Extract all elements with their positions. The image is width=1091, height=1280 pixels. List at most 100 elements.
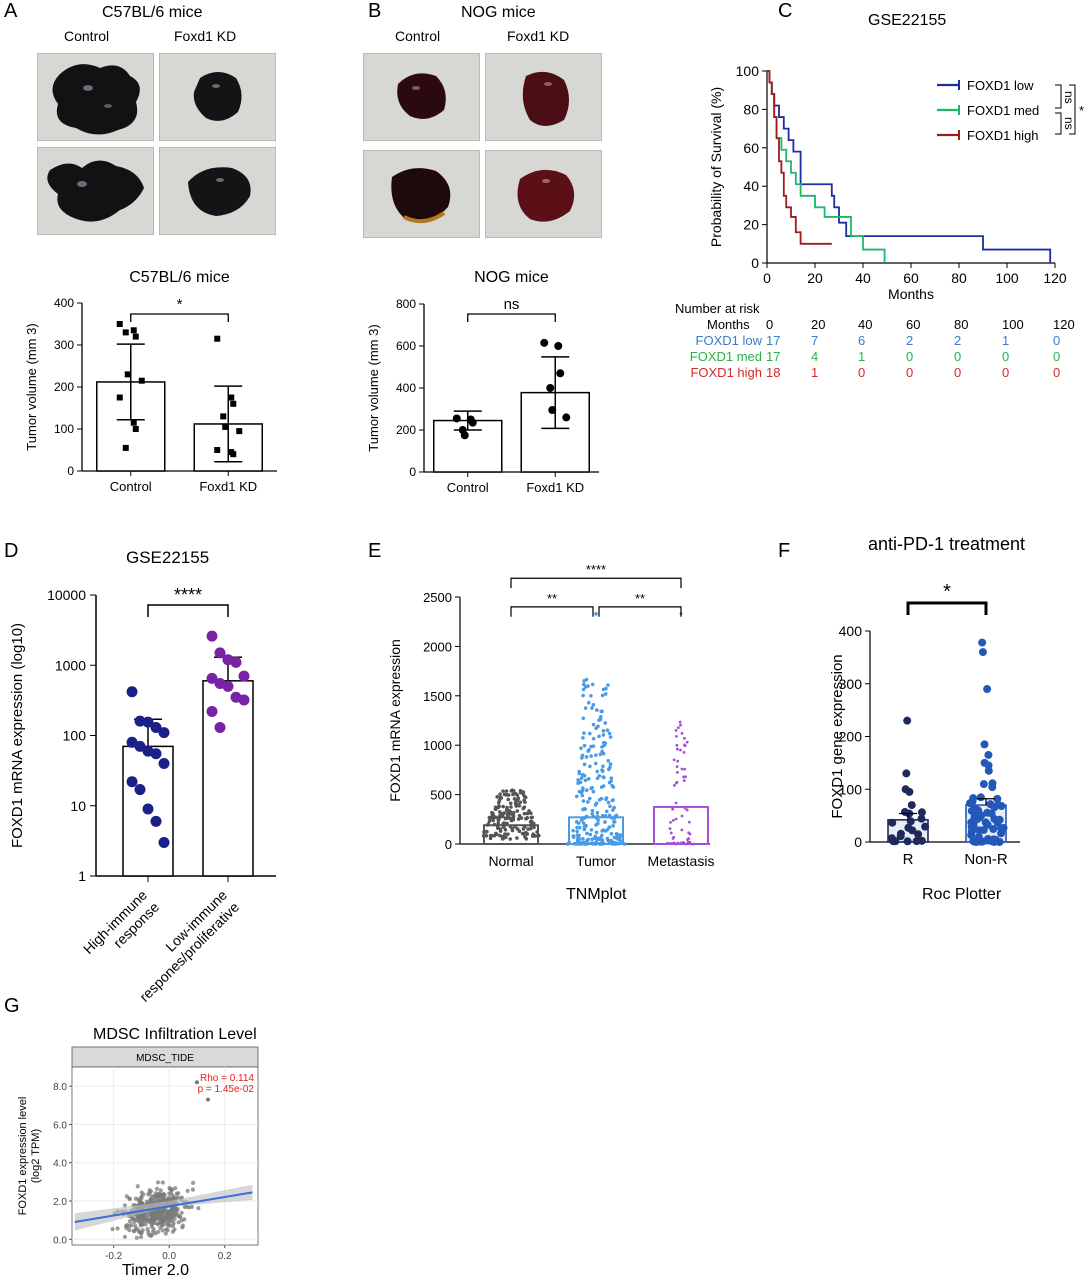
data-point	[602, 775, 606, 780]
data-point	[591, 789, 596, 794]
facet-strip-label: MDSC_TIDE	[136, 1053, 194, 1064]
data-point	[902, 769, 911, 778]
data-point	[674, 729, 678, 732]
data-point	[205, 1097, 211, 1102]
data-point	[196, 1206, 201, 1211]
y-tick-label: 0	[854, 834, 862, 850]
data-point	[499, 796, 504, 800]
risk-table-header: Number at risk	[675, 301, 760, 316]
risk-table-value: 0	[954, 365, 962, 380]
y-tick-label: 8.0	[53, 1082, 67, 1093]
significance-bracket	[906, 601, 988, 615]
data-point	[591, 736, 596, 741]
panel-letter-b: B	[368, 0, 382, 22]
panel-c-title: GSE22155	[868, 12, 947, 29]
y-tick-label: 10	[70, 798, 86, 814]
data-point	[512, 797, 517, 801]
data-point	[127, 1219, 132, 1224]
x-tick-label: 60	[903, 270, 919, 286]
risk-table-months-label: Months	[707, 317, 750, 332]
risk-table-value: 2	[906, 333, 914, 348]
data-point	[580, 773, 585, 777]
data-point	[688, 820, 691, 824]
data-point	[144, 1199, 149, 1204]
data-point	[598, 836, 603, 840]
significance-bracket	[1055, 84, 1062, 109]
y-tick-label: 40	[743, 178, 759, 194]
data-point	[214, 721, 226, 733]
significance-bracket	[467, 313, 556, 322]
photo-label-kd-b: Foxd1 KD	[507, 28, 570, 44]
data-point	[124, 371, 131, 378]
data-point	[988, 779, 997, 788]
data-point	[607, 731, 612, 736]
data-point	[155, 1222, 160, 1227]
data-point	[683, 743, 686, 747]
data-point	[546, 384, 555, 392]
data-point	[134, 740, 146, 752]
data-point	[921, 822, 930, 831]
data-point	[171, 1196, 176, 1201]
legend-label: FOXD1 high	[967, 128, 1039, 143]
data-point	[585, 831, 589, 836]
data-point	[161, 1222, 166, 1227]
data-point	[496, 818, 501, 823]
data-point	[969, 837, 978, 846]
data-point	[978, 648, 987, 657]
regression-line	[74, 1191, 253, 1224]
data-point	[580, 793, 585, 798]
data-point	[137, 1215, 142, 1220]
data-point	[889, 837, 898, 846]
data-point	[521, 793, 526, 797]
y-tick-label: 1	[78, 868, 86, 884]
data-point	[167, 1223, 173, 1228]
significance-label: ****	[174, 585, 202, 605]
x-tick-label: 0	[763, 270, 771, 286]
data-point	[518, 789, 523, 793]
data-point	[590, 812, 594, 816]
data-point	[126, 686, 138, 698]
data-point	[983, 808, 992, 817]
significance-label: *	[1079, 103, 1084, 118]
data-point	[606, 800, 611, 805]
data-point	[978, 638, 987, 647]
y-axis-label: (log2 TPM)	[30, 1129, 42, 1183]
data-point	[134, 1235, 139, 1240]
panel-letter-g: G	[4, 995, 20, 1017]
data-point	[230, 656, 242, 668]
data-point	[608, 765, 612, 770]
y-axis-label: FOXD1 expression level	[17, 1097, 29, 1216]
data-point	[504, 789, 509, 793]
data-point	[986, 800, 995, 809]
y-tick-label: 200	[839, 729, 863, 745]
significance-bracket	[130, 313, 229, 322]
data-point	[591, 722, 596, 727]
data-point	[991, 837, 1000, 846]
data-point	[680, 731, 684, 735]
y-tick-label: 0.0	[53, 1235, 67, 1246]
y-axis-label: Tumor volume (mm 3)	[24, 323, 39, 450]
data-point	[172, 1213, 177, 1218]
significance-label: ns	[1062, 117, 1076, 130]
data-point	[526, 827, 530, 831]
data-point	[576, 778, 580, 782]
data-point	[522, 811, 527, 816]
data-point	[180, 1225, 185, 1230]
data-point	[150, 1221, 155, 1226]
data-point	[903, 716, 912, 725]
data-point	[579, 776, 584, 781]
panel-f-title: anti-PD-1 treatment	[868, 534, 1026, 554]
data-point	[150, 721, 162, 733]
y-tick-label: 0	[445, 837, 452, 852]
chart-f: 0 100 200 300 400 FOXD1 gene expression R Non-R…	[829, 581, 1020, 868]
data-point	[509, 805, 513, 809]
x-tick-label: 80	[951, 270, 967, 286]
risk-table-value: 0	[906, 365, 914, 380]
risk-table-value: 0	[954, 349, 962, 364]
y-tick-label: 400	[54, 296, 74, 310]
data-point	[588, 731, 592, 736]
data-point	[595, 708, 599, 712]
data-point	[989, 824, 998, 833]
data-point	[906, 817, 915, 826]
data-point	[487, 819, 492, 823]
